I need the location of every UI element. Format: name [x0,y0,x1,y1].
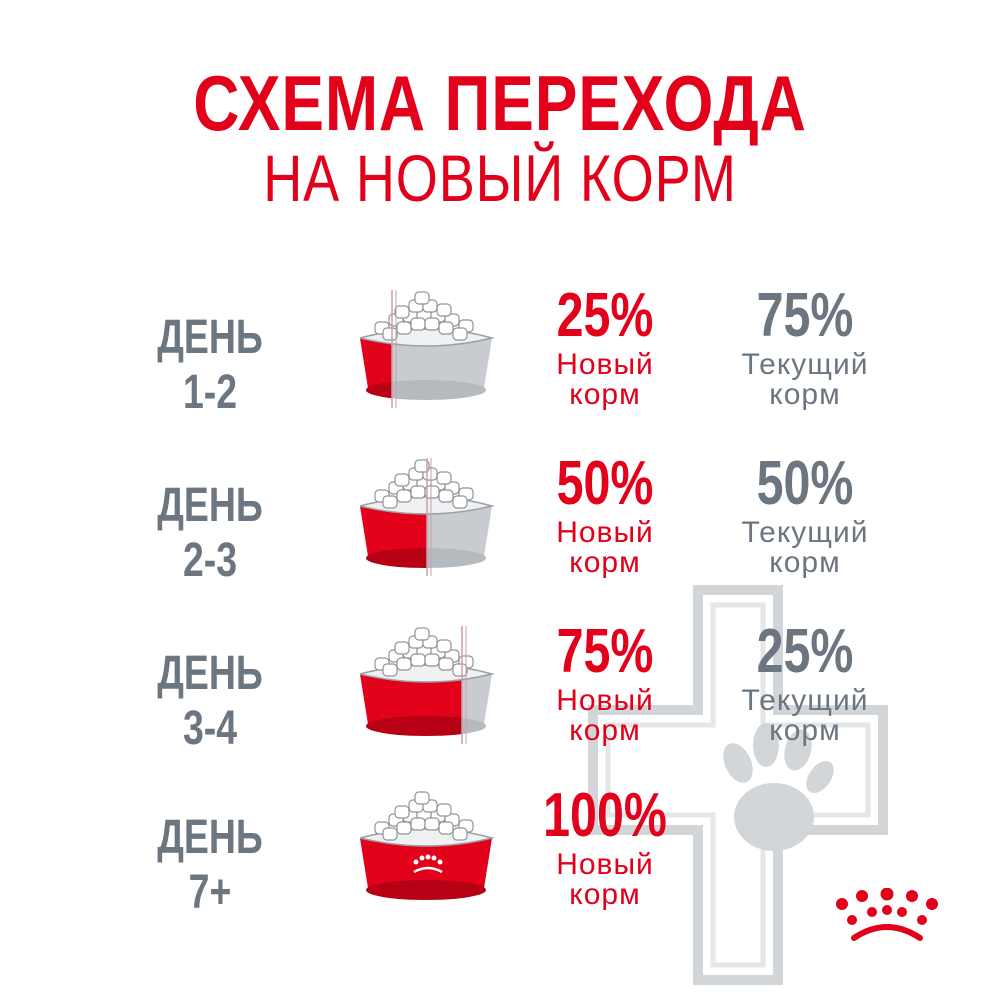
bowl-icon [359,290,495,408]
new-food-percent: 25% [556,281,654,350]
crown-icon [836,888,938,941]
current-food-percent: 25% [756,617,854,686]
transition-row: ДЕНЬ 7+ 100% Новый корм [0,781,1000,950]
current-food-label: Текущий корм [741,348,869,411]
new-food-label: Новый корм [556,348,654,411]
kibble [374,459,474,509]
day-label: ДЕНЬ 2-3 [157,479,263,587]
bowl-new-food-part [360,506,427,568]
paw-icon [723,723,834,851]
bowl-icon [359,458,495,576]
new-food-percent: 75% [556,617,654,686]
kibble [374,791,474,841]
bowl-icon [359,626,495,744]
day-label: ДЕНЬ 7+ [157,811,263,919]
bowl-icon [359,791,495,900]
bowl-current-food-part [360,338,492,395]
transition-row: ДЕНЬ 3-4 75% Новый корм 25% Текущий корм [0,617,1000,786]
bowl-new-food-part [360,674,462,736]
current-food-percent: 50% [756,449,854,518]
new-food-label: Новый корм [556,848,654,911]
new-food-label: Новый корм [556,684,654,747]
day-label: ДЕНЬ 3-4 [157,647,263,755]
new-food-label: Новый корм [556,516,654,579]
page-subtitle: НА НОВЫЙ КОРМ [263,141,737,215]
current-food-label: Текущий корм [741,684,869,747]
bowl-new-food-part [360,338,392,399]
transition-row: ДЕНЬ 2-3 50% Новый корм 50% Текущий корм [0,449,1000,618]
transition-row: ДЕНЬ 1-2 25% Новый корм 75% Текущий корм [0,281,1000,450]
new-food-percent: 100% [543,781,667,850]
bowl-crown-emblem [413,854,443,865]
current-food-percent: 75% [756,281,854,350]
medical-cross-icon [588,585,888,985]
current-food-label: Текущий корм [741,516,869,579]
new-food-percent: 50% [556,449,654,518]
bowl-new-food-part [360,838,492,900]
day-label: ДЕНЬ 1-2 [157,311,263,419]
page-title: СХЕМА ПЕРЕХОДА [193,59,807,147]
